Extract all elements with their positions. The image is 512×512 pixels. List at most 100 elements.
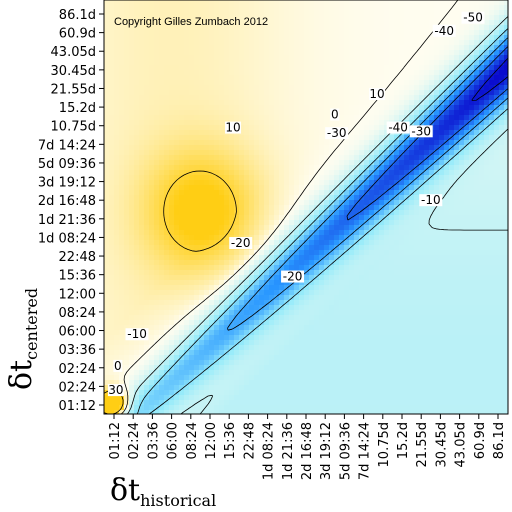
heatmap-cell <box>329 145 335 151</box>
heatmap-cell <box>159 150 165 156</box>
heatmap-cell <box>244 295 250 301</box>
heatmap-cell <box>204 205 210 211</box>
heatmap-cell <box>389 100 395 106</box>
heatmap-cell <box>449 245 455 251</box>
heatmap-cell <box>369 150 375 156</box>
heatmap-cell <box>329 215 335 221</box>
heatmap-cell <box>269 295 275 301</box>
heatmap-cell <box>359 110 365 116</box>
heatmap-cell <box>109 80 115 86</box>
heatmap-cell <box>474 125 480 131</box>
heatmap-cell <box>299 120 305 126</box>
heatmap-cell <box>244 225 250 231</box>
heatmap-cell <box>149 40 155 46</box>
heatmap-cell <box>419 105 425 111</box>
heatmap-cell <box>129 290 135 296</box>
heatmap-cell <box>404 65 410 71</box>
heatmap-cell <box>359 130 365 136</box>
heatmap-cell <box>504 60 508 66</box>
heatmap-cell <box>179 260 185 266</box>
heatmap-cell <box>419 170 425 176</box>
heatmap-cell <box>214 55 220 61</box>
heatmap-cell <box>419 285 425 291</box>
heatmap-cell <box>349 125 355 131</box>
heatmap-cell <box>199 150 205 156</box>
heatmap-cell <box>429 260 435 266</box>
heatmap-cell <box>219 190 225 196</box>
heatmap-cell <box>109 195 115 201</box>
heatmap-cell <box>149 80 155 86</box>
heatmap-cell <box>469 125 475 131</box>
heatmap-cell <box>409 110 415 116</box>
heatmap-cell <box>319 205 325 211</box>
heatmap-cell <box>229 45 235 51</box>
heatmap-cell <box>489 5 495 11</box>
heatmap-cell <box>184 55 190 61</box>
heatmap-cell <box>109 50 115 56</box>
heatmap-cell <box>174 115 180 121</box>
heatmap-cell <box>424 150 430 156</box>
heatmap-cell <box>469 100 475 106</box>
heatmap-cell <box>314 20 320 26</box>
heatmap-cell <box>259 250 265 256</box>
heatmap-cell <box>409 255 415 261</box>
heatmap-cell <box>234 290 240 296</box>
heatmap-cell <box>364 230 370 236</box>
heatmap-cell <box>294 175 300 181</box>
heatmap-cell <box>194 235 200 241</box>
heatmap-cell <box>224 255 230 261</box>
heatmap-cell <box>209 65 215 71</box>
heatmap-cell <box>329 200 335 206</box>
heatmap-cell <box>269 195 275 201</box>
heatmap-cell <box>429 240 435 246</box>
heatmap-cell <box>304 145 310 151</box>
heatmap-cell <box>239 250 245 256</box>
heatmap-cell <box>389 165 395 171</box>
heatmap-cell <box>214 250 220 256</box>
heatmap-cell <box>294 90 300 96</box>
heatmap-cell <box>219 305 225 311</box>
heatmap-cell <box>264 215 270 221</box>
heatmap-cell <box>219 85 225 91</box>
heatmap-cell <box>434 45 440 51</box>
heatmap-cell <box>209 120 215 126</box>
heatmap-cell <box>329 155 335 161</box>
heatmap-cell <box>119 80 125 86</box>
heatmap-cell <box>499 0 505 6</box>
heatmap-cell <box>399 170 405 176</box>
heatmap-cell <box>249 125 255 131</box>
heatmap-cell <box>329 225 335 231</box>
heatmap-cell <box>179 85 185 91</box>
heatmap-cell <box>249 180 255 186</box>
heatmap-cell <box>394 5 400 11</box>
heatmap-cell <box>234 0 240 6</box>
heatmap-cell <box>159 130 165 136</box>
heatmap-cell <box>224 305 230 311</box>
heatmap-cell <box>119 145 125 151</box>
heatmap-cell <box>189 65 195 71</box>
heatmap-cell <box>289 305 295 311</box>
heatmap-cell <box>139 250 145 256</box>
heatmap-cell <box>184 0 190 6</box>
heatmap-cell <box>149 180 155 186</box>
heatmap-cell <box>114 265 120 271</box>
heatmap-cell <box>149 150 155 156</box>
heatmap-cell <box>219 145 225 151</box>
heatmap-cell <box>164 185 170 191</box>
heatmap-cell <box>174 40 180 46</box>
heatmap-cell <box>374 235 380 241</box>
heatmap-cell <box>229 85 235 91</box>
heatmap-cell <box>284 155 290 161</box>
heatmap-cell <box>404 115 410 121</box>
heatmap-cell <box>499 40 505 46</box>
heatmap-cell <box>199 155 205 161</box>
heatmap-cell <box>319 95 325 101</box>
heatmap-cell <box>304 260 310 266</box>
heatmap-cell <box>224 100 230 106</box>
heatmap-cell <box>279 100 285 106</box>
heatmap-cell <box>334 200 340 206</box>
heatmap-cell <box>384 145 390 151</box>
heatmap-cell <box>129 150 135 156</box>
heatmap-cell <box>129 140 135 146</box>
heatmap-cell <box>309 260 315 266</box>
